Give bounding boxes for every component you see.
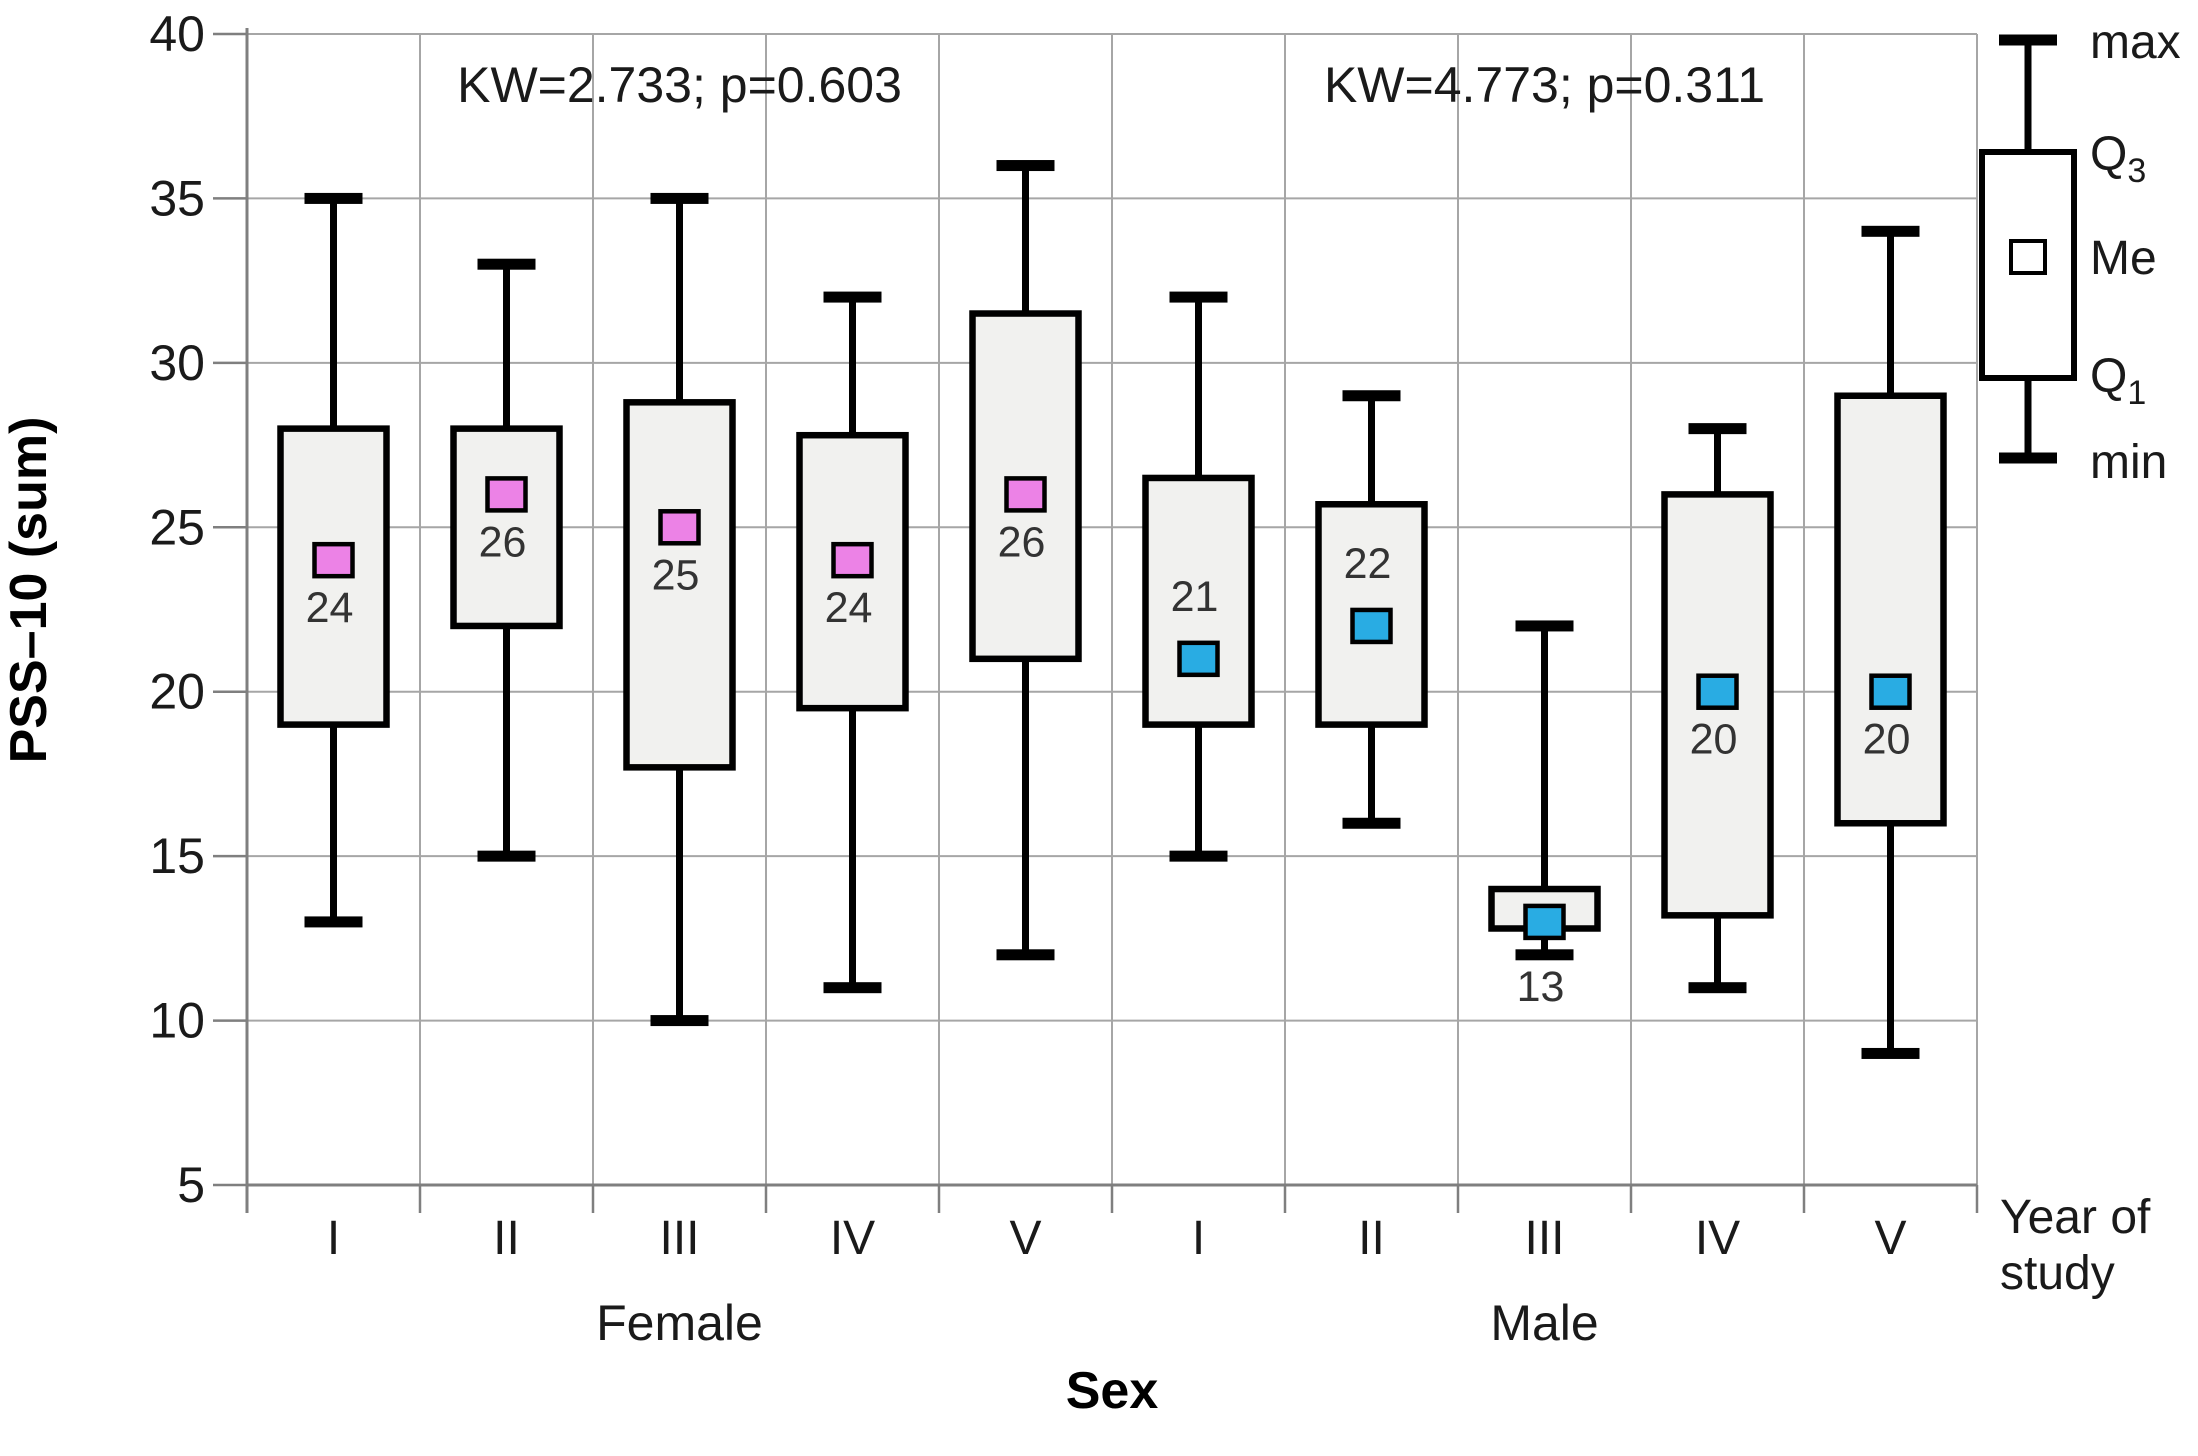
x-tick-label-female-I: I (327, 1212, 340, 1265)
min-cap (996, 949, 1055, 961)
x-tick-label-male-II: II (1358, 1212, 1385, 1265)
legend: max Q3 Me Q1 min (1979, 16, 2181, 489)
max-cap (650, 192, 709, 204)
median-label: 24 (825, 584, 873, 632)
box-female-I: 24 (277, 192, 390, 928)
kw-annotation-female: KW=2.733; p=0.603 (457, 57, 902, 113)
legend-label-q1: Q1 (2090, 350, 2146, 412)
min-cap (823, 982, 882, 994)
median-marker (1350, 607, 1393, 645)
box-male-V: 20 (1834, 225, 1947, 1059)
median-label: 25 (652, 551, 700, 599)
x-tick-label-male-III: III (1524, 1212, 1564, 1265)
legend-label-min: min (2090, 436, 2167, 489)
max-cap (1342, 390, 1401, 402)
max-cap (996, 160, 1055, 172)
box-male-IV: 20 (1661, 423, 1774, 994)
median-marker (1177, 640, 1220, 678)
min-cap (304, 916, 363, 928)
max-cap (823, 291, 882, 303)
x-tick-label-female-II: II (493, 1212, 520, 1265)
min-cap (650, 1015, 709, 1027)
y-axis-title: PSS–10 (sum) (0, 417, 58, 764)
min-cap (1169, 850, 1228, 862)
iqr-box (1834, 392, 1947, 827)
x-tick-label-female-IV: IV (830, 1212, 875, 1265)
max-cap (1169, 291, 1228, 303)
max-cap (1515, 620, 1574, 632)
median-label: 26 (479, 518, 527, 566)
iqr-box (1661, 491, 1774, 919)
max-cap (1861, 225, 1920, 237)
y-tick-label: 25 (149, 499, 205, 555)
iqr-box (450, 425, 563, 630)
max-cap (304, 192, 363, 204)
y-tick-label: 30 (149, 335, 205, 391)
iqr-box (1142, 474, 1255, 728)
y-tick-label: 20 (149, 664, 205, 720)
x-tick-label-male-IV: IV (1695, 1212, 1740, 1265)
median-marker (1523, 903, 1566, 941)
median-marker (312, 541, 355, 579)
x-tick-label-male-V: V (1874, 1212, 1906, 1265)
box-female-II: 26 (450, 258, 563, 862)
group-label-male: Male (1490, 1295, 1598, 1351)
box-male-III: 13 (1488, 620, 1601, 1011)
year-of-study-label-line1: Year of (2000, 1191, 2151, 1244)
min-cap (1688, 982, 1747, 994)
y-tick-label: 5 (177, 1157, 205, 1213)
min-cap (1342, 817, 1401, 829)
median-label: 26 (998, 518, 1046, 566)
legend-median-marker (2009, 239, 2047, 275)
min-cap (477, 850, 536, 862)
median-marker (1004, 476, 1047, 513)
x-tick-label-female-III: III (659, 1212, 699, 1265)
box-female-IV: 24 (796, 291, 909, 994)
box-female-V: 26 (969, 160, 1082, 961)
median-label: 20 (1690, 716, 1738, 764)
y-tick-label: 40 (149, 6, 205, 62)
median-label: 24 (306, 584, 354, 632)
median-marker (485, 476, 528, 513)
max-cap (1688, 423, 1747, 435)
median-label: 22 (1344, 540, 1392, 588)
x-axis-title: Sex (1066, 1362, 1159, 1420)
median-label: 13 (1517, 963, 1565, 1011)
legend-label-me: Me (2090, 232, 2157, 285)
min-cap (1861, 1047, 1920, 1059)
median-marker (658, 509, 701, 546)
legend-min-cap (1999, 452, 2057, 464)
box-male-II: 22 (1315, 390, 1428, 829)
legend-max-cap (1999, 34, 2057, 46)
y-tick-label: 10 (149, 993, 205, 1049)
median-marker (1696, 673, 1739, 710)
median-marker (1869, 673, 1912, 710)
median-label: 21 (1171, 573, 1219, 621)
year-of-study-label-line2: study (2000, 1247, 2115, 1300)
kw-annotation-male: KW=4.773; p=0.311 (1324, 57, 1765, 113)
min-cap (1515, 949, 1574, 961)
y-tick-label: 35 (149, 170, 205, 226)
box-male-I: 21 (1142, 291, 1255, 862)
box-female-III: 25 (623, 192, 736, 1027)
legend-label-q3: Q3 (2090, 128, 2146, 190)
x-tick-label-female-V: V (1009, 1212, 1041, 1265)
iqr-box (623, 399, 736, 771)
median-label: 20 (1863, 716, 1911, 764)
max-cap (477, 258, 536, 270)
x-tick-label-male-I: I (1192, 1212, 1205, 1265)
median-marker (831, 541, 874, 579)
group-label-female: Female (596, 1295, 763, 1351)
legend-label-max: max (2090, 16, 2181, 69)
y-tick-label: 15 (149, 828, 205, 884)
